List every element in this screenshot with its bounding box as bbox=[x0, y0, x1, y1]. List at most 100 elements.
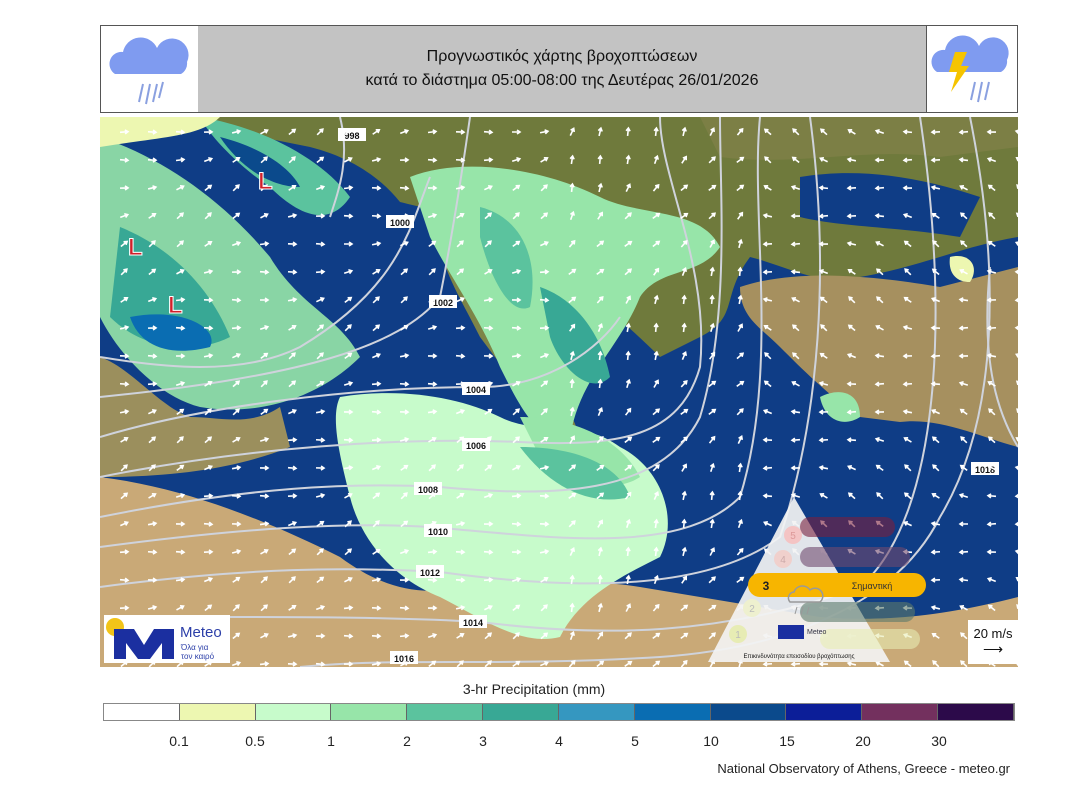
wind-arrow bbox=[902, 157, 913, 163]
wind-arrow bbox=[148, 240, 156, 248]
wind-arrow bbox=[120, 436, 129, 443]
wind-arrow bbox=[1014, 465, 1018, 471]
wind-arrow bbox=[762, 408, 773, 415]
wind-arrow bbox=[596, 240, 605, 248]
wind-arrow bbox=[958, 521, 969, 527]
hazard-level-2-label: 2 bbox=[749, 604, 755, 615]
wind-arrow bbox=[1014, 549, 1018, 555]
wind-arrow bbox=[288, 408, 297, 415]
wind-arrow bbox=[260, 184, 268, 192]
wind-arrow bbox=[232, 436, 241, 443]
wind-arrow bbox=[986, 325, 997, 331]
wind-arrow bbox=[371, 241, 382, 247]
wind-arrow bbox=[259, 437, 270, 443]
wind-arrow bbox=[316, 324, 325, 332]
hazard-level-3 bbox=[755, 574, 777, 596]
wind-scale-label: 20 m/s bbox=[973, 626, 1013, 641]
wind-arrow bbox=[539, 493, 550, 499]
wind-arrow bbox=[930, 185, 941, 191]
wind-arrow bbox=[399, 157, 410, 163]
wind-arrow bbox=[343, 409, 354, 415]
wind-arrow bbox=[427, 549, 438, 555]
isobar-label: 1006 bbox=[466, 441, 486, 451]
wind-arrow bbox=[988, 408, 996, 416]
wind-arrow bbox=[930, 353, 941, 359]
wind-arrow bbox=[652, 603, 660, 612]
isobar-line bbox=[100, 316, 621, 438]
wind-arrow bbox=[371, 381, 382, 387]
wind-arrow bbox=[316, 380, 325, 387]
wind-arrow bbox=[203, 521, 214, 527]
hazard-level-3-label: 3 bbox=[763, 579, 770, 593]
wind-arrow bbox=[736, 127, 744, 136]
wind-arrow bbox=[148, 408, 157, 415]
wind-arrow bbox=[737, 490, 743, 501]
wind-arrow bbox=[511, 521, 522, 527]
wind-arrow bbox=[484, 464, 493, 472]
wind-arrow bbox=[512, 184, 521, 192]
isobar-label: 1002 bbox=[433, 298, 453, 308]
wind-arrow bbox=[902, 129, 913, 135]
legend-swatch bbox=[710, 704, 787, 720]
wind-arrow bbox=[931, 268, 940, 276]
wind-arrow bbox=[846, 185, 857, 191]
wind-arrow bbox=[931, 408, 940, 415]
wind-arrow bbox=[175, 549, 186, 555]
wind-arrow bbox=[371, 213, 382, 219]
legend-swatch bbox=[255, 704, 332, 720]
wind-arrow bbox=[790, 241, 801, 247]
wind-arrow bbox=[1016, 184, 1018, 192]
wind-arrow bbox=[625, 154, 631, 165]
wind-arrow bbox=[455, 605, 466, 611]
wind-arrow bbox=[288, 604, 297, 611]
wind-arrow bbox=[986, 549, 997, 555]
wind-arrow bbox=[120, 240, 129, 248]
wind-arrow bbox=[597, 154, 603, 165]
wind-arrow bbox=[569, 378, 575, 389]
wind-arrow bbox=[847, 464, 856, 471]
wind-arrow bbox=[120, 464, 128, 472]
wind-arrow bbox=[539, 269, 550, 275]
wind-arrow bbox=[175, 381, 186, 387]
legend-tick-label: 5 bbox=[631, 733, 639, 749]
wind-arrow bbox=[819, 296, 828, 304]
legend-title: 3-hr Precipitation (mm) bbox=[462, 681, 606, 697]
wind-arrow bbox=[483, 549, 494, 555]
wind-arrow bbox=[511, 353, 522, 359]
meteo-logo-small bbox=[778, 625, 804, 639]
wind-arrow bbox=[763, 380, 772, 388]
wind-arrow bbox=[958, 353, 969, 359]
wind-arrow bbox=[986, 353, 997, 359]
wind-arrow bbox=[568, 492, 577, 499]
map-header: Προγνωστικός χάρτης βροχοπτώσεων κατά το… bbox=[100, 25, 1018, 113]
wind-arrow bbox=[399, 213, 410, 219]
wind-arrow bbox=[986, 129, 997, 135]
wind-arrow bbox=[540, 212, 549, 220]
wind-arrow bbox=[568, 296, 577, 304]
wind-arrow bbox=[287, 213, 298, 219]
wind-arrow bbox=[846, 381, 857, 387]
wind-arrow bbox=[681, 294, 687, 305]
wind-arrow bbox=[596, 464, 605, 471]
wind-arrow bbox=[231, 521, 242, 527]
wind-arrow bbox=[288, 380, 297, 388]
wind-arrow bbox=[371, 577, 382, 583]
wind-arrow bbox=[1014, 297, 1018, 303]
wind-arrow bbox=[176, 464, 185, 472]
wind-arrow bbox=[288, 128, 297, 136]
wind-arrow bbox=[680, 436, 689, 444]
wind-arrow bbox=[399, 605, 410, 611]
isobar-label: 1010 bbox=[428, 527, 448, 537]
wind-arrow bbox=[846, 661, 857, 667]
wind-arrow bbox=[399, 185, 410, 191]
wind-arrow bbox=[175, 297, 186, 303]
wind-arrow bbox=[792, 128, 800, 136]
wind-arrow bbox=[736, 380, 745, 387]
wind-arrow bbox=[653, 518, 659, 529]
wind-arrow bbox=[762, 661, 773, 667]
wind-arrow bbox=[568, 268, 577, 276]
wind-arrow bbox=[596, 492, 605, 500]
wind-arrow bbox=[709, 294, 715, 305]
wind-arrow bbox=[597, 546, 603, 557]
wind-arrow bbox=[539, 129, 550, 135]
